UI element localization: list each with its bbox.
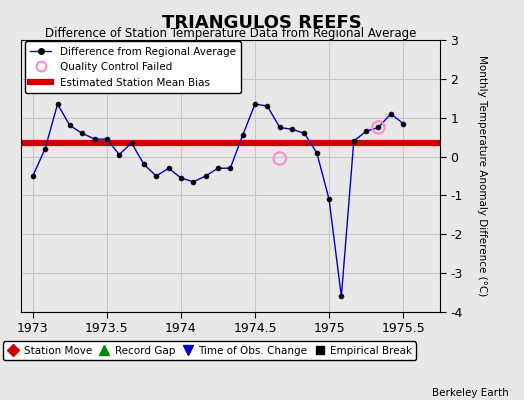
Point (276, 155, 284, 162)
Y-axis label: Monthly Temperature Anomaly Difference (°C): Monthly Temperature Anomaly Difference (… (477, 55, 487, 297)
Point (374, 124, 383, 131)
Title: Difference of Station Temperature Data from Regional Average: Difference of Station Temperature Data f… (45, 27, 416, 40)
Text: TRIANGULOS REEFS: TRIANGULOS REEFS (162, 14, 362, 32)
Text: Berkeley Earth: Berkeley Earth (432, 388, 508, 398)
Legend: Station Move, Record Gap, Time of Obs. Change, Empirical Break: Station Move, Record Gap, Time of Obs. C… (3, 342, 417, 360)
